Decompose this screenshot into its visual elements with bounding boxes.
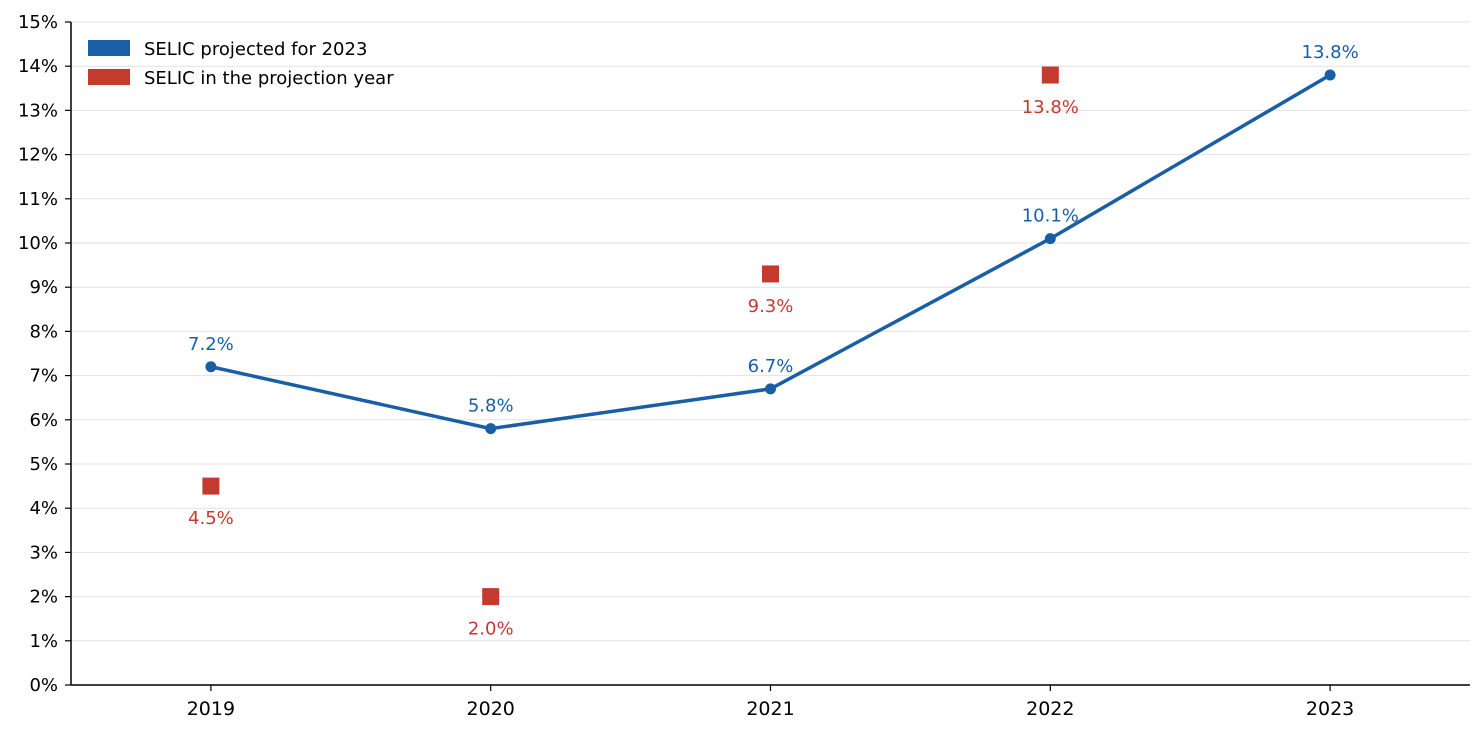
y-tick-label: 1%: [29, 631, 58, 652]
legend-label-projected: SELIC projected for 2023: [144, 39, 367, 60]
data-label-actual: 2.0%: [468, 619, 514, 640]
y-tick-label: 11%: [18, 189, 58, 210]
point-projected: [1324, 69, 1336, 81]
y-tick-label: 10%: [18, 233, 58, 254]
y-tick-label: 3%: [29, 542, 58, 563]
point-actual: [202, 477, 220, 495]
y-tick-label: 7%: [29, 366, 58, 387]
data-label-projected: 5.8%: [468, 396, 514, 417]
data-label-projected: 10.1%: [1022, 206, 1079, 227]
y-tick-label: 6%: [29, 410, 58, 431]
point-projected: [485, 423, 497, 435]
legend-label-actual: SELIC in the projection year: [144, 68, 394, 89]
y-tick-label: 9%: [29, 277, 58, 298]
y-tick-label: 5%: [29, 454, 58, 475]
y-tick-label: 13%: [18, 100, 58, 121]
x-tick-label: 2023: [1306, 698, 1354, 720]
x-tick-label: 2020: [467, 698, 515, 720]
data-label-actual: 4.5%: [188, 508, 234, 529]
y-tick-label: 0%: [29, 675, 58, 696]
point-actual: [482, 588, 500, 606]
y-tick-label: 2%: [29, 587, 58, 608]
point-actual: [1041, 66, 1059, 84]
gridlines: [71, 21, 1470, 642]
axes: [70, 22, 1470, 686]
legend-swatch-actual: [88, 69, 130, 85]
x-tick-label: 2019: [187, 698, 235, 720]
point-projected: [205, 361, 217, 373]
series-0: 7.2% 5.8% 6.7% 10.1% 13.8%: [188, 42, 1359, 435]
data-label-actual: 13.8%: [1022, 97, 1079, 118]
y-tick-label: 12%: [18, 145, 58, 166]
data-label-projected: 7.2%: [188, 334, 234, 355]
legend-swatch-projected: [88, 40, 130, 56]
y-tick-label: 14%: [18, 56, 58, 77]
data-label-projected: 6.7%: [748, 356, 794, 377]
data-label-projected: 13.8%: [1302, 42, 1359, 63]
y-tick-label: 4%: [29, 498, 58, 519]
point-projected: [765, 383, 776, 395]
data-label-actual: 9.3%: [748, 296, 794, 317]
y-tick-label: 15%: [18, 12, 58, 33]
series-1: 4.5% 2.0% 9.3% 13.8%: [188, 66, 1079, 640]
legend: SELIC projected for 2023 SELIC in the pr…: [88, 39, 394, 89]
x-tick-label: 2022: [1026, 698, 1074, 720]
series-layer: 7.2% 5.8% 6.7% 10.1% 13.8% 4.5% 2.0% 9.3% 13.8%: [188, 42, 1359, 640]
x-axis-ticks: 2019 2020 2021 2022 2023: [187, 685, 1354, 720]
point-actual: [762, 265, 779, 283]
point-projected: [1044, 233, 1056, 245]
y-axis-ticks: 0% 1% 2% 3% 4% 5% 6% 7% 8% 9% 10% 11% 12% 13% 14% 15%: [18, 12, 71, 696]
x-tick-label: 2021: [746, 698, 794, 720]
y-tick-label: 8%: [29, 321, 58, 342]
